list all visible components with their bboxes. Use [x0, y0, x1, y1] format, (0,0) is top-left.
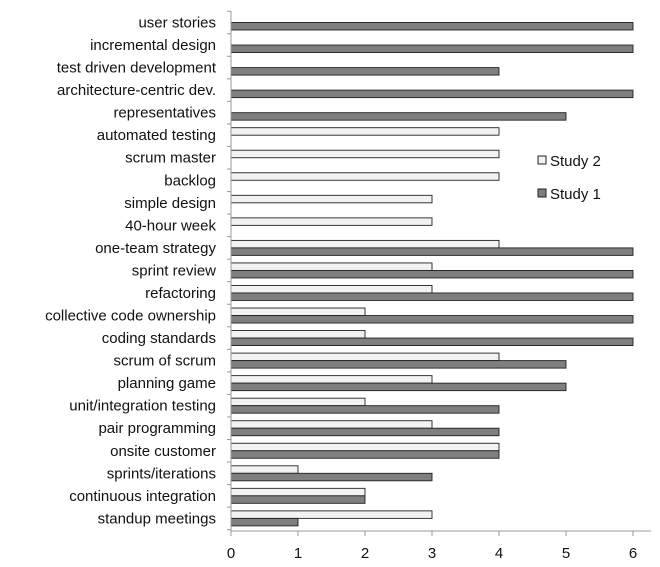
bar-study-1: [230, 517, 299, 527]
x-tick-labels: 0 1 2 3 4 5 6: [227, 545, 637, 562]
category-labels: user stories incremental design test drive…: [45, 15, 217, 528]
bar-study-2: [230, 262, 433, 271]
category-label: coding standards: [102, 330, 216, 347]
category-label: architecture-centric dev.: [57, 82, 216, 99]
x-tick-label: 4: [495, 545, 503, 562]
bar-study-2: [230, 330, 366, 339]
category-label: planning game: [118, 375, 216, 392]
bar-study-2: [230, 217, 433, 226]
bar-study-1: [230, 472, 433, 482]
category-label: sprint review: [132, 262, 216, 279]
bars: [230, 22, 634, 527]
bar-study-1: [230, 337, 634, 347]
category-label: collective code ownership: [45, 308, 216, 325]
bar-study-1: [230, 405, 500, 414]
bar-study-1: [230, 247, 634, 256]
bar-study-1: [230, 269, 634, 279]
bar-study-1: [230, 450, 500, 459]
category-label: scrum master: [125, 150, 216, 167]
category-label: user stories: [138, 15, 216, 32]
x-tick-label: 6: [629, 545, 637, 562]
category-label: 40-hour week: [125, 217, 216, 234]
bar-study-2: [230, 285, 433, 294]
category-label: onsite customer: [110, 443, 216, 460]
bar-study-2: [230, 307, 366, 316]
bar-study-1: [230, 427, 500, 437]
bar-study-1: [230, 67, 500, 76]
category-label: automated testing: [97, 127, 216, 144]
category-label: standup meetings: [98, 510, 216, 527]
bar-study-2: [230, 239, 500, 249]
legend-label-study-2: Study 2: [550, 153, 601, 170]
x-tick-label: 2: [361, 545, 369, 562]
bar-study-1: [230, 112, 567, 121]
category-label: scrum of scrum: [113, 353, 216, 370]
bar-study-1: [230, 89, 634, 99]
category-label: pair programming: [98, 420, 216, 437]
legend-swatch-study-2: [537, 155, 547, 165]
legend: Study 2 Study 1: [537, 153, 601, 203]
bar-study-2: [230, 375, 433, 384]
legend-label-study-1: Study 1: [550, 186, 601, 203]
bar-study-1: [230, 382, 567, 392]
bar-study-1: [230, 360, 567, 369]
bar-study-2: [230, 510, 433, 519]
category-label: representatives: [113, 105, 216, 122]
bar-study-2: [230, 194, 433, 204]
category-label: simple design: [124, 195, 216, 212]
bar-study-1: [230, 44, 634, 53]
category-label: sprints/iterations: [107, 465, 216, 482]
x-tick-label: 0: [227, 545, 235, 562]
category-label: refactoring: [145, 285, 216, 302]
bar-study-2: [230, 352, 500, 362]
category-label: continuous integration: [69, 488, 216, 505]
bar-study-2: [230, 442, 500, 452]
bar-study-1: [230, 315, 634, 324]
bar-study-2: [230, 420, 433, 429]
category-label: backlog: [164, 172, 216, 189]
x-tick-label: 1: [294, 545, 302, 562]
bar-study-1: [230, 292, 634, 301]
bar-study-1: [230, 22, 634, 31]
axes: [227, 10, 651, 536]
bar-study-2: [230, 397, 366, 407]
legend-swatch-study-1: [537, 188, 547, 198]
bar-study-2: [230, 172, 500, 181]
bar-study-2: [230, 487, 366, 497]
x-tick-label: 3: [428, 545, 436, 562]
bar-study-2: [230, 127, 500, 136]
category-label: test driven development: [57, 60, 217, 77]
category-label: incremental design: [90, 37, 216, 54]
bar-study-2: [230, 149, 500, 159]
x-tick-label: 5: [562, 545, 570, 562]
bar-study-1: [230, 495, 366, 504]
category-label: one-team strategy: [95, 240, 216, 257]
category-label: unit/integration testing: [69, 398, 216, 415]
bar-study-2: [230, 465, 299, 474]
